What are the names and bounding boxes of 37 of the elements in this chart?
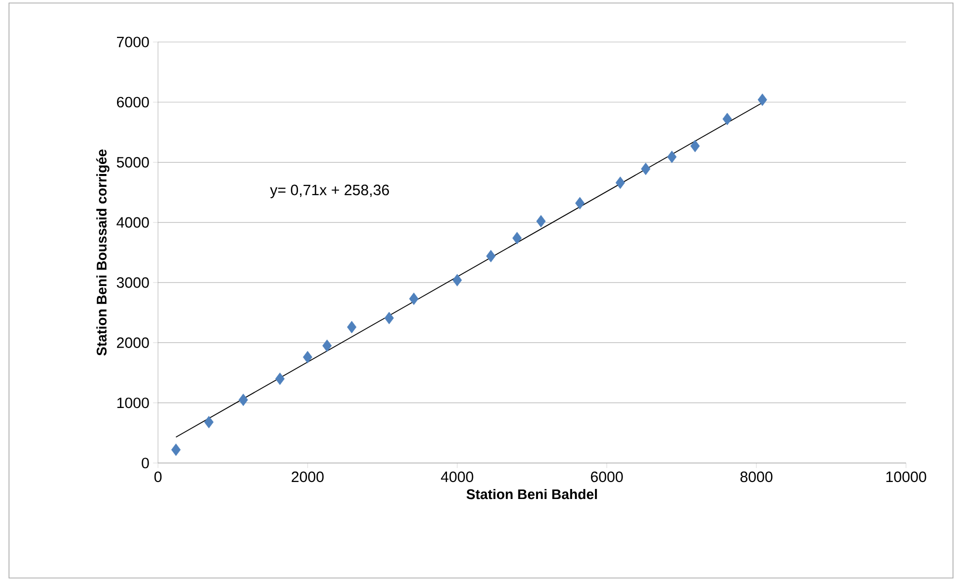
y-tick-label: 6000: [117, 96, 149, 108]
point: [536, 215, 546, 228]
point: [302, 350, 312, 364]
point: [171, 444, 181, 456]
point: [758, 94, 768, 106]
x-tick-label: 2000: [292, 472, 324, 482]
point: [575, 196, 585, 210]
point: [641, 162, 650, 176]
y-tick-label: 0: [142, 458, 149, 468]
y-tick-label: 3000: [116, 277, 149, 288]
point: [384, 312, 394, 324]
point: [616, 176, 625, 189]
point: [722, 112, 732, 126]
y-tick-label: 5000: [116, 156, 149, 168]
y-tick-label: 1000: [117, 398, 149, 408]
x-axis-title: Station Beni Bahdel: [466, 488, 597, 500]
y-tick-label: 2000: [116, 337, 149, 348]
x-tick-label: 8000: [740, 472, 772, 482]
x-tick-label: 4000: [440, 472, 474, 482]
x-tick-label: 0: [154, 472, 162, 482]
x-tick-label: 10000: [886, 472, 926, 482]
point: [486, 250, 496, 262]
point: [409, 292, 419, 306]
point: [322, 340, 332, 352]
point: [347, 320, 356, 334]
point: [275, 372, 285, 385]
annotation: y= 0,71x + 258,36: [270, 184, 389, 198]
point: [452, 274, 462, 286]
point: [690, 140, 700, 152]
point: [512, 232, 522, 244]
y-tick-label: 4000: [116, 217, 149, 228]
y-axis-title: Station Beni Boussaid corrigée: [96, 150, 110, 356]
y-tick-label: 7000: [117, 36, 149, 48]
point: [667, 150, 677, 164]
x-tick-label: 6000: [590, 472, 623, 482]
point: [204, 416, 214, 428]
point: [238, 394, 248, 406]
